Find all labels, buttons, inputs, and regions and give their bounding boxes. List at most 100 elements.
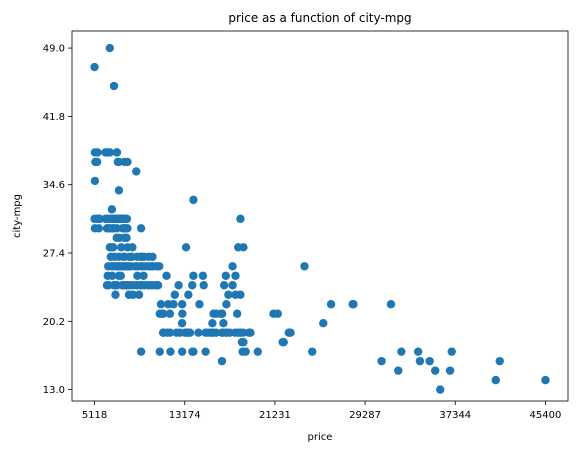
- data-point: [108, 205, 116, 213]
- data-point: [132, 167, 140, 175]
- y-tick-label: 13.0: [43, 385, 65, 396]
- data-point: [93, 158, 101, 166]
- data-point: [239, 338, 247, 346]
- data-point: [178, 300, 186, 308]
- data-point: [171, 291, 179, 299]
- data-point: [280, 338, 288, 346]
- data-point: [189, 347, 197, 355]
- data-point: [222, 300, 230, 308]
- data-point: [394, 366, 402, 374]
- data-point: [189, 272, 197, 280]
- data-point: [436, 385, 444, 393]
- data-point: [220, 281, 228, 289]
- data-point: [246, 328, 254, 336]
- y-tick-label: 20.2: [43, 317, 65, 328]
- data-point: [319, 319, 327, 327]
- data-point: [174, 281, 182, 289]
- data-point: [308, 347, 316, 355]
- y-axis-title: city-mpg: [12, 194, 23, 238]
- x-tick-label: 45400: [530, 410, 562, 421]
- data-point: [148, 253, 156, 261]
- data-point: [90, 63, 98, 71]
- data-point: [184, 291, 192, 299]
- data-point: [233, 310, 241, 318]
- data-point: [115, 186, 123, 194]
- data-point: [496, 357, 504, 365]
- data-point: [222, 272, 230, 280]
- data-point: [431, 366, 439, 374]
- data-point: [425, 357, 433, 365]
- data-point: [446, 366, 454, 374]
- data-point: [123, 224, 131, 232]
- data-point: [182, 243, 190, 251]
- x-tick-label: 29287: [349, 410, 381, 421]
- x-tick-label: 21231: [259, 410, 291, 421]
- data-point: [162, 272, 170, 280]
- data-point: [137, 347, 145, 355]
- data-point: [117, 272, 125, 280]
- data-point: [110, 82, 118, 90]
- data-point: [139, 272, 147, 280]
- data-point: [106, 44, 114, 52]
- data-point: [492, 376, 500, 384]
- data-point: [416, 357, 424, 365]
- data-point: [541, 376, 549, 384]
- data-point: [188, 281, 196, 289]
- data-point: [178, 310, 186, 318]
- data-point: [123, 158, 131, 166]
- data-point: [128, 243, 136, 251]
- data-point: [155, 262, 163, 270]
- data-point: [218, 310, 226, 318]
- data-point: [387, 300, 395, 308]
- data-point: [200, 281, 208, 289]
- data-point: [95, 224, 103, 232]
- data-point: [113, 148, 121, 156]
- data-point: [231, 272, 239, 280]
- data-point: [178, 347, 186, 355]
- data-point: [241, 347, 249, 355]
- data-point: [397, 347, 405, 355]
- data-point: [218, 357, 226, 365]
- data-point: [93, 148, 101, 156]
- x-axis-title: price: [308, 432, 333, 443]
- data-point: [274, 310, 282, 318]
- data-point: [156, 347, 164, 355]
- y-tick-label: 49.0: [43, 44, 65, 55]
- data-point: [135, 291, 143, 299]
- data-point: [201, 347, 209, 355]
- data-point: [178, 319, 186, 327]
- data-point: [123, 215, 131, 223]
- data-point: [111, 291, 119, 299]
- data-point: [236, 291, 244, 299]
- data-point: [228, 262, 236, 270]
- chart-title: price as a function of city-mpg: [228, 11, 411, 25]
- data-point: [254, 347, 262, 355]
- data-point: [166, 347, 174, 355]
- data-point: [186, 328, 194, 336]
- y-tick-label: 27.4: [43, 249, 65, 260]
- data-point: [349, 300, 357, 308]
- data-point: [194, 328, 202, 336]
- y-tick-label: 41.8: [43, 112, 65, 123]
- data-point: [122, 234, 130, 242]
- data-point: [300, 262, 308, 270]
- data-point: [109, 243, 117, 251]
- x-tick-label: 13174: [169, 410, 201, 421]
- data-point: [137, 224, 145, 232]
- data-point: [166, 310, 174, 318]
- data-point: [414, 347, 422, 355]
- data-point: [91, 177, 99, 185]
- data-point: [219, 319, 227, 327]
- data-point: [199, 272, 207, 280]
- data-point: [189, 196, 197, 204]
- data-point: [169, 300, 177, 308]
- data-point: [195, 300, 203, 308]
- x-tick-label: 37344: [439, 410, 471, 421]
- y-tick-label: 34.6: [43, 180, 65, 191]
- data-point: [286, 328, 294, 336]
- data-point: [228, 281, 236, 289]
- data-point: [157, 300, 165, 308]
- data-point: [377, 357, 385, 365]
- data-point: [448, 347, 456, 355]
